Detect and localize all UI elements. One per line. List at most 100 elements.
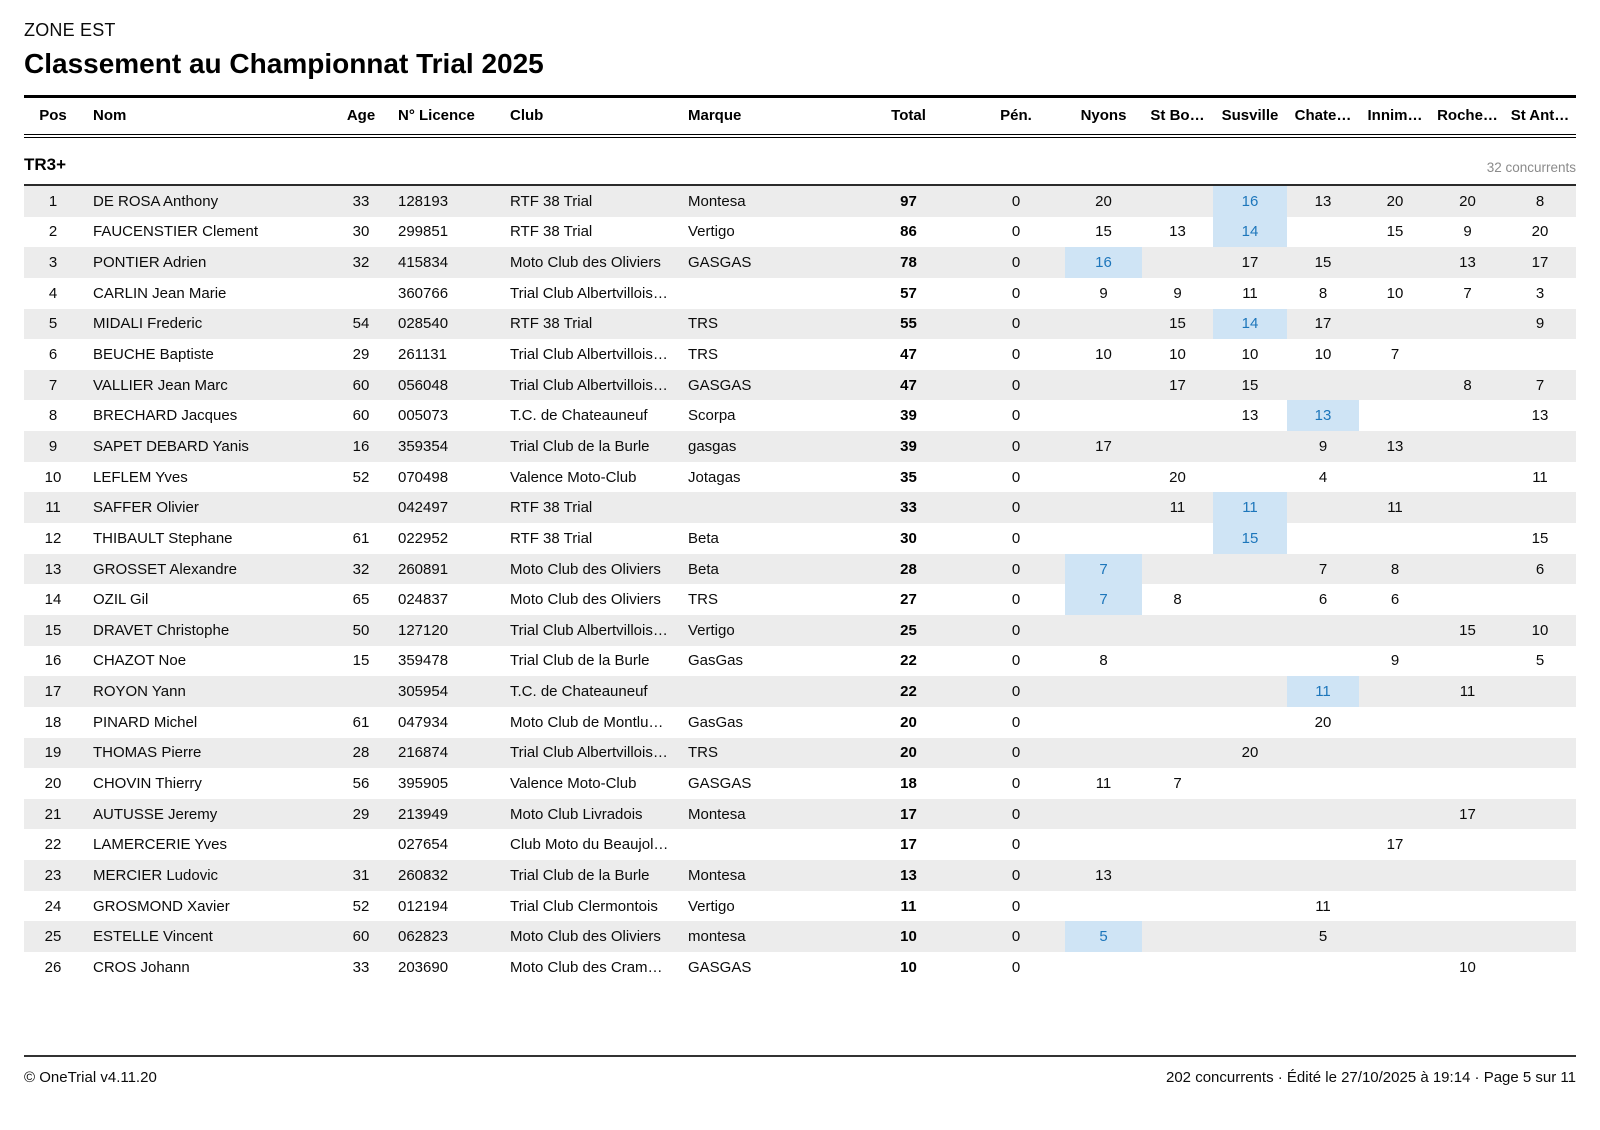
cell-nyons: 7 xyxy=(1065,584,1142,615)
cell-nyons xyxy=(1065,891,1142,922)
cell-stbo: 13 xyxy=(1169,223,1186,241)
cell-nyons xyxy=(1065,799,1142,830)
results-table: Pos Nom Age N° Licence Club Marque Total Pén. Ny… xyxy=(24,95,1576,138)
table-row: 24 GROSMOND Xavier 52 012194 Trial Club Cler… xyxy=(24,891,1576,922)
cell-nom: BEUCHE Baptiste xyxy=(93,346,214,364)
cell-nyons: 17 xyxy=(1095,437,1112,455)
cell-club: Moto Club de Montlu… xyxy=(510,713,664,731)
cell-innim: 11 xyxy=(1387,499,1403,517)
cell-pos: 18 xyxy=(44,713,62,731)
cell-nom: THIBAULT Stephane xyxy=(93,529,233,547)
cell-age xyxy=(330,829,392,860)
cell-licence: 024837 xyxy=(398,591,449,609)
cell-stbo xyxy=(1142,431,1213,462)
cell-stant xyxy=(1504,891,1576,922)
cell-chate xyxy=(1287,829,1359,860)
cell-stant xyxy=(1504,921,1576,952)
cell-nom: SAPET DEBARD Yanis xyxy=(93,437,249,455)
cell-susville xyxy=(1213,462,1287,493)
cell-innim: 15 xyxy=(1386,223,1404,241)
cell-club: Valence Moto-Club xyxy=(510,468,637,486)
cell-roche xyxy=(1431,400,1504,431)
cell-pen: 0 xyxy=(1011,713,1021,731)
cell-chate xyxy=(1287,217,1359,248)
cell-marque: gasgas xyxy=(688,437,737,455)
cell-susville: 11 xyxy=(1213,492,1287,524)
cell-age: 29 xyxy=(352,805,370,823)
cell-pen: 0 xyxy=(1011,836,1021,854)
cell-nom: CARLIN Jean Marie xyxy=(93,284,227,302)
cell-club: Valence Moto-Club xyxy=(510,774,637,792)
table-row: 25 ESTELLE Vincent 60 062823 Moto Club des O… xyxy=(24,921,1576,953)
cell-licence: 022952 xyxy=(398,529,449,547)
cell-club: Moto Club des Cram… xyxy=(510,958,663,976)
cell-stant xyxy=(1504,738,1576,769)
cell-innim xyxy=(1359,768,1431,799)
table-row: 1 DE ROSA Anthony 33 128193 RTF 38 Trial Mont… xyxy=(24,186,1576,217)
cell-stbo: 17 xyxy=(1169,376,1186,394)
cell-pos: 26 xyxy=(44,958,62,976)
cell-age: 30 xyxy=(352,223,370,241)
cell-pen: 0 xyxy=(1011,437,1021,455)
cell-nyons: 16 xyxy=(1065,247,1142,278)
column-header-roche: Roche… xyxy=(1431,95,1504,138)
cell-roche: 11 xyxy=(1459,683,1476,701)
cell-pen: 0 xyxy=(1011,774,1021,792)
cell-roche: 8 xyxy=(1463,376,1472,394)
cell-innim xyxy=(1359,615,1431,646)
cell-club: Trial Club de la Burle xyxy=(510,866,650,884)
cell-club: Moto Club des Oliviers xyxy=(510,254,661,272)
cell-pen: 0 xyxy=(1011,744,1021,762)
results-body-table: 1 DE ROSA Anthony 33 128193 RTF 38 Trial Mont… xyxy=(24,186,1576,983)
column-header-susville: Susville xyxy=(1213,95,1287,138)
cell-innim xyxy=(1359,799,1431,830)
cell-total: 10 xyxy=(900,958,917,976)
cell-roche xyxy=(1431,431,1504,462)
cell-chate: 7 xyxy=(1318,560,1328,578)
cell-licence: 359478 xyxy=(398,652,449,670)
cell-stbo xyxy=(1142,829,1213,860)
cell-pos: 25 xyxy=(44,928,62,946)
cell-nyons: 20 xyxy=(1095,192,1112,210)
cell-roche xyxy=(1431,921,1504,952)
cell-club: Moto Club des Oliviers xyxy=(510,560,661,578)
cell-chate xyxy=(1287,615,1359,646)
cell-stant xyxy=(1504,768,1576,799)
cell-licence: 261131 xyxy=(398,346,447,364)
cell-stant: 9 xyxy=(1535,315,1545,333)
cell-pos: 17 xyxy=(44,683,62,701)
cell-age: 61 xyxy=(352,529,370,547)
table-row: 9 SAPET DEBARD Yanis 16 359354 Trial Club de… xyxy=(24,431,1576,462)
cell-chate xyxy=(1287,738,1359,769)
cell-susville xyxy=(1213,799,1287,830)
cell-pos: 10 xyxy=(44,468,62,486)
cell-pen: 0 xyxy=(1011,346,1021,364)
cell-age: 60 xyxy=(352,928,370,946)
cell-marque xyxy=(682,492,850,523)
cell-stant xyxy=(1504,339,1576,370)
cell-licence: 360766 xyxy=(398,284,449,302)
cell-age: 33 xyxy=(352,192,370,210)
cell-stant: 3 xyxy=(1535,284,1545,302)
cell-chate xyxy=(1287,768,1359,799)
cell-susville xyxy=(1213,615,1287,646)
cell-chate xyxy=(1287,370,1359,401)
cell-club: RTF 38 Trial xyxy=(510,315,593,333)
cell-stbo xyxy=(1142,860,1213,891)
cell-marque: Beta xyxy=(688,529,719,547)
cell-susville xyxy=(1213,829,1287,860)
cell-roche xyxy=(1431,738,1504,769)
cell-nom: ROYON Yann xyxy=(93,683,186,701)
cell-susville xyxy=(1213,431,1287,462)
cell-marque: GasGas xyxy=(688,713,744,731)
cell-age: 56 xyxy=(352,774,370,792)
cell-susville xyxy=(1213,676,1287,707)
cell-nyons: 7 xyxy=(1065,553,1142,585)
cell-total: 28 xyxy=(900,560,917,578)
cell-stbo: 7 xyxy=(1173,774,1182,792)
cell-innim xyxy=(1359,523,1431,554)
column-header-club: Club xyxy=(504,95,682,138)
category-label: TR3+ xyxy=(24,155,67,174)
cell-licence: 260832 xyxy=(398,866,449,884)
zone-label: ZONE EST xyxy=(24,20,116,40)
